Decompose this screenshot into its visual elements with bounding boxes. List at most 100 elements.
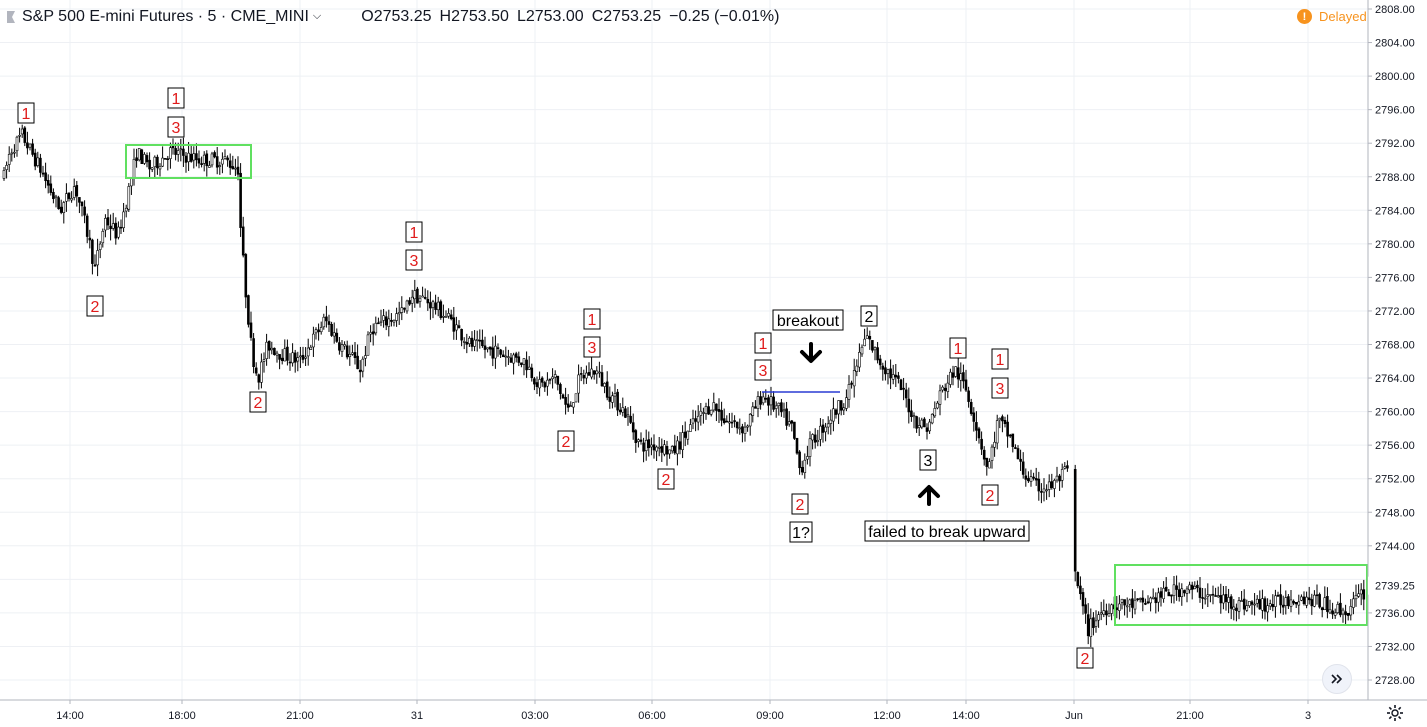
candle-body — [832, 408, 835, 422]
candle-body — [1190, 584, 1194, 590]
candle-body — [642, 442, 645, 452]
candle-body — [208, 165, 211, 168]
candle-body — [569, 405, 573, 407]
candle-body — [730, 421, 734, 424]
candle-body — [1118, 603, 1121, 611]
candle-body — [689, 424, 692, 432]
candle-body — [548, 378, 552, 381]
svg-text:failed to break upward: failed to break upward — [868, 524, 1025, 541]
candle-body — [452, 317, 456, 332]
wave-label-box: 1? — [789, 521, 813, 543]
x-tick-label: 06:00 — [638, 710, 666, 722]
candle-body — [790, 420, 794, 424]
candle-body — [439, 301, 443, 318]
y-tick-label: 2792.00 — [1375, 138, 1415, 150]
wave-label-box: 3 — [991, 377, 1009, 399]
last-price-tag — [1368, 576, 1427, 595]
candle-body — [431, 301, 435, 308]
candle-body — [96, 250, 99, 266]
candle-body — [1258, 599, 1262, 610]
candle-body — [327, 321, 331, 325]
candle-body — [304, 356, 307, 359]
candle-body — [54, 195, 58, 199]
y-tick-label: 2752.00 — [1375, 474, 1415, 486]
candle-body — [1066, 465, 1069, 469]
candle-body — [977, 428, 981, 439]
candle-body — [2, 170, 6, 179]
candle-body — [678, 441, 682, 450]
candle-body — [1058, 475, 1061, 482]
wave-label-text: 2 — [254, 395, 263, 412]
wave-label-text: 3 — [172, 120, 181, 137]
candle-body — [824, 426, 827, 433]
candle-body — [1294, 602, 1298, 605]
ohlc-values: O2753.25 H2753.50 L2753.00 C2753.25 −0.2… — [361, 8, 779, 26]
candle-body — [553, 374, 557, 378]
candle-body — [1003, 419, 1007, 424]
candle-body — [712, 402, 716, 411]
candle-body — [769, 396, 773, 406]
candle-body — [1159, 591, 1163, 598]
candle-body — [707, 406, 710, 415]
candle-body — [473, 339, 476, 347]
candle-body — [1263, 598, 1267, 612]
up-arrow-icon — [918, 485, 940, 506]
candle-body — [171, 145, 175, 149]
wave-label-text: 1 — [954, 341, 963, 358]
candle-body — [904, 389, 908, 399]
wave-label-box: 2 — [791, 493, 809, 515]
candle-body — [694, 418, 697, 422]
wave-label-text: 3 — [924, 453, 933, 470]
candle-body — [1128, 599, 1132, 605]
candle-body — [18, 135, 21, 137]
candle-body — [1183, 590, 1186, 594]
time-axis-bg[interactable] — [0, 700, 1427, 727]
wave-label-text: 3 — [759, 363, 768, 380]
candle-body — [720, 410, 723, 421]
wave-label-box: 1 — [583, 308, 601, 330]
candle-body — [15, 136, 19, 152]
candle-body — [475, 339, 479, 341]
candle-body — [348, 353, 352, 357]
candle-body — [507, 356, 510, 358]
candle-body — [1341, 609, 1345, 615]
x-tick-label: Jun — [1065, 710, 1083, 722]
candle-body — [1154, 597, 1158, 604]
delayed-badge[interactable]: ! Delayed — [1297, 9, 1367, 24]
candle-body — [75, 185, 79, 197]
candle-body — [928, 421, 931, 432]
candle-body — [728, 421, 731, 424]
price-axis-bg[interactable] — [1368, 0, 1427, 727]
candle-body — [161, 157, 164, 167]
candle-body — [1105, 610, 1108, 616]
candle-body — [1271, 604, 1275, 608]
candle-body — [470, 337, 474, 347]
candle-body — [938, 390, 942, 405]
candle-body — [655, 446, 658, 452]
candle-body — [455, 324, 458, 331]
candle-body — [670, 446, 674, 452]
candle-body — [449, 314, 453, 320]
candle-body — [1302, 596, 1306, 605]
candle-body — [709, 409, 713, 415]
candle-body — [174, 148, 177, 155]
candle-body — [767, 397, 770, 406]
chevron-down-icon[interactable]: ⌵ — [312, 9, 322, 22]
candle-body — [1328, 608, 1332, 614]
symbol-title[interactable]: S&P 500 E-mini Futures · 5 · CME_MINI — [22, 8, 309, 25]
candle-body — [891, 374, 895, 380]
candle-body — [1362, 589, 1366, 600]
candle-body — [1235, 607, 1238, 611]
candle-body — [1359, 589, 1363, 595]
candle-body — [270, 347, 274, 351]
gear-icon[interactable] — [1386, 704, 1404, 722]
y-tick-label: 2756.00 — [1375, 440, 1415, 452]
candle-body — [514, 353, 518, 358]
candle-body — [137, 148, 141, 161]
scroll-to-realtime-button[interactable] — [1322, 664, 1352, 694]
candle-body — [637, 439, 640, 442]
y-tick-label: 2744.00 — [1375, 541, 1415, 553]
candle-body — [135, 157, 138, 161]
candle-body — [410, 296, 414, 304]
